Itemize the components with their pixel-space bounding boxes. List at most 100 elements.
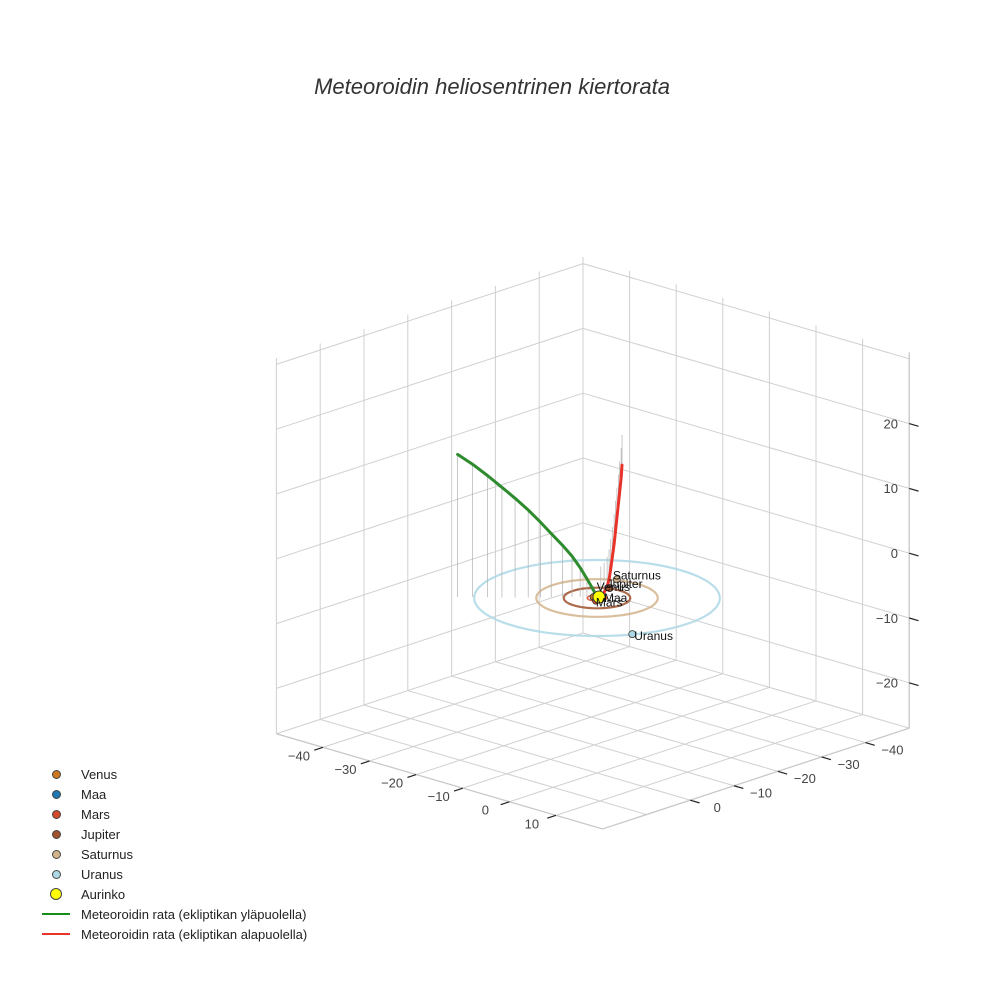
- floor-gridline: [369, 659, 677, 762]
- y-axis-tick: [500, 801, 510, 806]
- floor-gridline: [407, 690, 735, 787]
- floor-gridline: [582, 632, 910, 729]
- y-axis-tick: [360, 760, 370, 765]
- planet-uranus: [628, 630, 637, 639]
- legend-marker: [42, 913, 70, 915]
- x-tick-label: 0: [714, 800, 721, 815]
- z-tick-label: −10: [876, 611, 898, 626]
- z-tick-label: 20: [884, 416, 898, 431]
- floor-gridline: [322, 646, 630, 748]
- legend-symbol: [38, 844, 74, 864]
- x-tick-label: −20: [794, 771, 816, 786]
- right-wall-gridline: [276, 263, 584, 365]
- legend-entry: Uranus: [38, 864, 307, 884]
- x-axis-tick: [821, 756, 832, 761]
- z-tick-label: −20: [876, 676, 898, 691]
- legend-symbol: [38, 804, 74, 824]
- x-axis-tick: [690, 799, 700, 804]
- legend-label: Uranus: [81, 866, 123, 882]
- legend-entry: Meteoroidin rata (ekliptikan yläpuolella…: [38, 904, 307, 924]
- legend-symbol: [38, 764, 74, 784]
- planet-label-saturnus: Saturnus: [613, 568, 661, 582]
- left-wall-gridline: [582, 392, 910, 489]
- floor-gridline: [495, 661, 822, 758]
- legend-symbol: [38, 824, 74, 844]
- x-axis-tick: [865, 741, 875, 746]
- x-tick-label: −30: [838, 757, 860, 772]
- left-wall-gridline: [582, 457, 910, 554]
- legend-entry: Meteoroidin rata (ekliptikan alapuolella…: [38, 924, 307, 944]
- legend-marker: [42, 933, 70, 935]
- y-tick-label: −10: [428, 789, 450, 804]
- left-wall-gridline: [582, 263, 910, 360]
- left-wall-gridline: [582, 587, 910, 684]
- left-wall-gridline: [582, 327, 910, 425]
- planet-label-uranus: Uranus: [634, 629, 673, 643]
- legend-label: Maa: [81, 786, 107, 802]
- y-tick-label: −30: [334, 762, 356, 777]
- legend-marker: [52, 810, 61, 819]
- legend-label: Meteoroidin rata (ekliptikan yläpuolella…: [81, 906, 307, 922]
- z-axis-tick: [909, 423, 919, 427]
- legend-label: Jupiter: [81, 826, 121, 842]
- z-tick-label: 0: [891, 546, 898, 561]
- legend-entry: Jupiter: [38, 824, 307, 844]
- x-tick-label: −40: [881, 742, 903, 757]
- box-edge: [276, 733, 603, 830]
- legend-symbol: [38, 904, 74, 924]
- legend-symbol: [38, 784, 74, 804]
- floor-gridline: [363, 704, 691, 801]
- x-axis-tick: [777, 770, 788, 775]
- y-axis-tick: [453, 787, 463, 792]
- legend-label: Aurinko: [81, 886, 126, 902]
- z-axis-tick: [909, 617, 919, 622]
- floor-gridline: [509, 700, 817, 803]
- y-axis-tick: [547, 814, 557, 819]
- legend-label: Mars: [81, 806, 110, 822]
- planet-label-venus: Venus: [597, 580, 630, 594]
- z-axis-tick: [909, 682, 919, 687]
- planet-jupiter: [605, 584, 614, 592]
- sun-marker: [592, 590, 606, 604]
- legend-marker: [50, 888, 62, 900]
- planet-label-jupiter: Jupiter: [607, 577, 643, 591]
- floor-gridline: [451, 675, 778, 772]
- right-wall-gridline: [276, 327, 584, 430]
- legend-label: Venus: [81, 766, 118, 782]
- trajectory-above-ecliptic: [456, 452, 599, 600]
- legend-entry: Saturnus: [38, 844, 307, 864]
- chart-title: Meteoroidin heliosentrinen kiertorata: [314, 74, 670, 99]
- planet-label-maa: Maa: [604, 591, 628, 605]
- floor-gridline: [320, 718, 647, 816]
- right-wall-gridline: [276, 457, 584, 560]
- legend-symbol: [38, 884, 74, 904]
- legend-symbol: [38, 924, 74, 944]
- legend-marker: [52, 770, 61, 779]
- floor-gridline: [539, 646, 866, 744]
- planet-label-mars: Mars: [596, 596, 623, 610]
- legend-marker: [52, 830, 61, 839]
- legend-entry: Venus: [38, 764, 307, 784]
- y-tick-label: 10: [525, 816, 539, 831]
- x-axis-tick: [733, 785, 744, 790]
- legend-symbol: [38, 864, 74, 884]
- legend-entry: Aurinko: [38, 884, 307, 904]
- legend-label: Meteoroidin rata (ekliptikan alapuolella…: [81, 926, 308, 942]
- legend: Venus Maa Mars Jupiter Saturnus Uranus Aurinko…: [38, 764, 307, 944]
- trajectory-below-ecliptic: [595, 463, 624, 600]
- legend-entry: Mars: [38, 804, 307, 824]
- legend-marker: [52, 850, 61, 859]
- y-tick-label: −20: [381, 775, 403, 790]
- box-edge: [602, 727, 910, 830]
- right-wall-gridline: [276, 522, 584, 625]
- legend-entry: Maa: [38, 784, 307, 804]
- floor-gridline: [276, 632, 584, 735]
- orbit-saturnus: [535, 578, 659, 618]
- y-axis-tick: [407, 773, 417, 779]
- z-tick-label: 10: [884, 481, 898, 496]
- floor-gridline: [462, 686, 770, 789]
- left-wall-gridline: [582, 522, 910, 619]
- legend-marker: [52, 790, 61, 799]
- z-axis-tick: [909, 487, 919, 492]
